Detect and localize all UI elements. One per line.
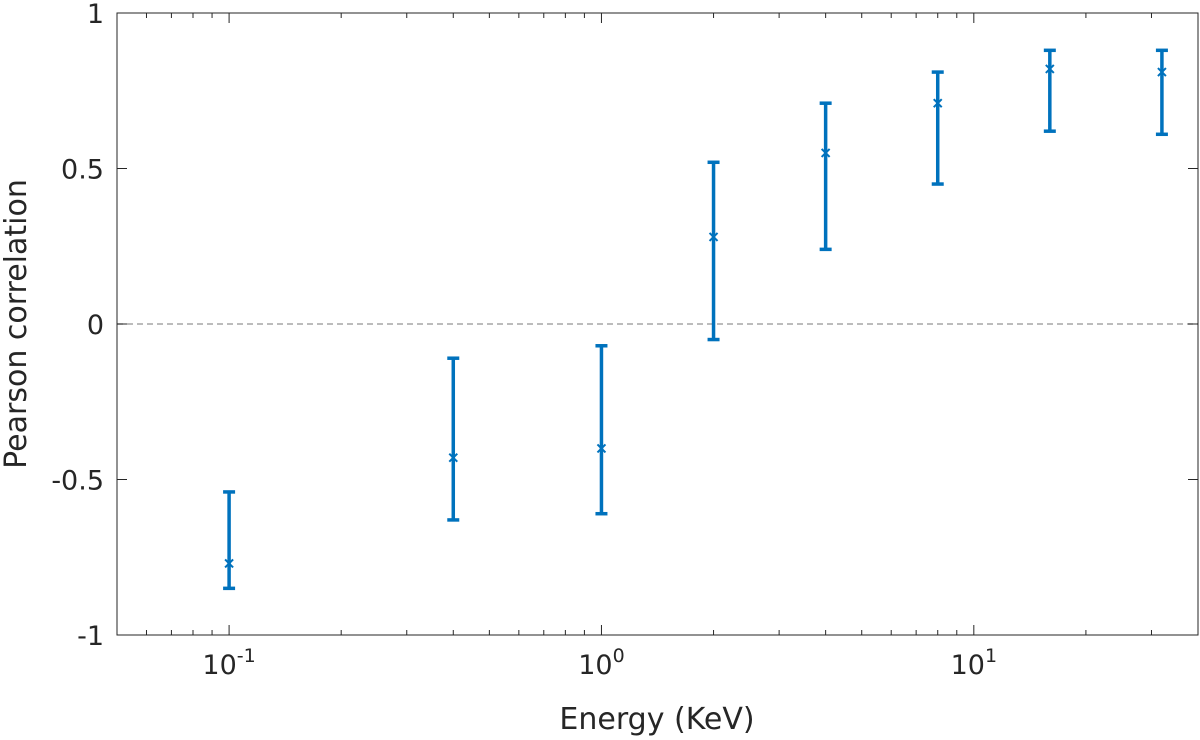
plot-frame — [116, 12, 1199, 636]
point-marker — [1045, 64, 1055, 74]
point-marker — [1157, 67, 1167, 77]
y-axis-title: Pearson correlation — [0, 179, 34, 469]
data-layer — [223, 48, 1168, 591]
x-axis-title: Energy (KeV) — [559, 702, 754, 737]
data-point — [223, 490, 236, 591]
data-point — [595, 344, 608, 516]
x-tick-label: 101 — [951, 645, 997, 681]
data-point — [1155, 48, 1168, 137]
y-tick-label: 0.5 — [61, 155, 104, 186]
point-marker — [820, 148, 831, 158]
x-tick-label: 100 — [578, 645, 624, 681]
data-point — [707, 160, 720, 342]
y-tick-label: 1 — [87, 0, 104, 30]
y-tick-label: 0 — [87, 310, 104, 341]
tick-label-layer: 10-1 100 101 1 0.5 0 -0.5 -1 — [51, 0, 997, 681]
y-tick-label: -0.5 — [51, 466, 104, 497]
point-marker — [448, 453, 458, 463]
y-tick-label: -1 — [77, 621, 104, 652]
data-point — [447, 356, 460, 522]
data-point — [819, 101, 832, 252]
point-marker — [224, 558, 234, 569]
point-marker — [596, 443, 607, 454]
point-marker — [933, 98, 943, 108]
data-point — [1043, 48, 1056, 133]
data-point — [931, 70, 944, 186]
point-marker — [708, 232, 719, 242]
x-tick-label: 10-1 — [202, 645, 255, 681]
